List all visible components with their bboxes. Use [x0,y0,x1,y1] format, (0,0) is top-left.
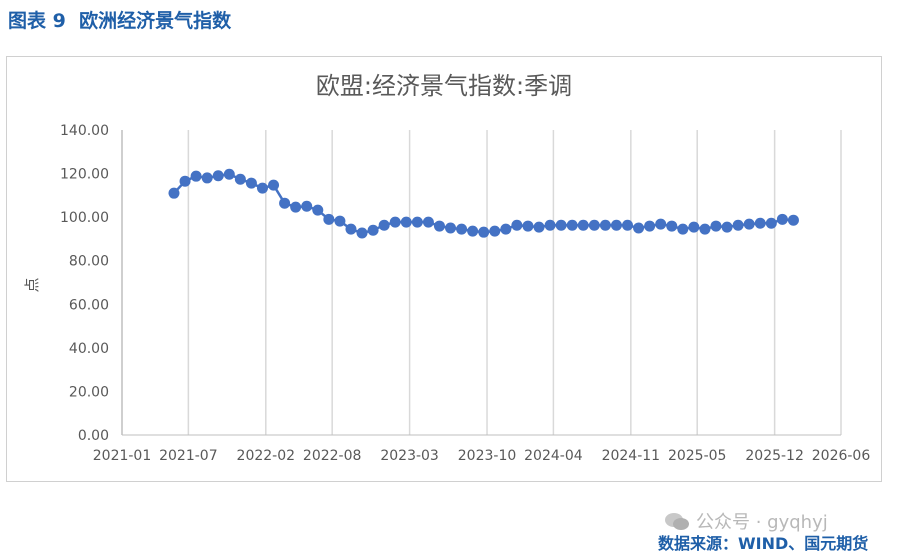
data-point [378,219,390,231]
figure-title: 图表 9 欧洲经济景气指数 [8,10,232,32]
data-point [544,219,556,231]
data-point [290,201,302,213]
data-point [776,213,788,225]
data-point [433,220,445,232]
data-point [301,200,313,212]
x-tick-label: 2025-05 [668,448,727,464]
data-point [622,219,634,231]
data-point [334,215,346,227]
data-source: 数据来源：WIND、国元期货 [658,534,869,553]
y-tick-label: 0.00 [78,428,109,444]
y-tick-label: 60.00 [69,297,109,313]
data-point [345,223,357,235]
y-tick-label: 140.00 [60,123,109,139]
data-point [245,177,257,189]
data-point [500,223,512,235]
data-point [256,182,268,194]
data-point [168,187,180,199]
y-tick-label: 100.00 [60,210,109,226]
data-point [223,168,235,180]
data-point [400,216,412,228]
data-point [577,219,589,231]
data-point [234,173,246,185]
data-point [445,222,457,234]
data-point [533,221,545,233]
data-point [422,216,434,228]
data-point [511,219,523,231]
y-tick-label: 120.00 [60,167,109,183]
x-tick-label: 2024-11 [602,448,661,464]
data-point [721,221,733,233]
chart-frame: 欧盟:经济景气指数:季调 0.00 20.00 40.00 60.00 80.00 100.… [6,56,882,482]
data-point [522,220,534,232]
x-tick-label: 2025-12 [745,448,804,464]
data-point [688,221,700,233]
data-point [555,219,567,231]
series-line [173,172,794,235]
x-tick-label: 2024-04 [524,448,583,464]
data-point [754,217,766,229]
data-point [367,224,379,236]
data-point [489,225,501,237]
data-point [411,216,423,228]
data-point [268,179,280,191]
y-tick-label: 40.00 [69,341,109,357]
data-point [312,204,324,216]
data-point [212,170,224,182]
x-tick-label: 2023-03 [380,448,439,464]
x-tick-label: 2022-08 [303,448,362,464]
data-point [467,225,479,237]
data-point [644,220,656,232]
watermark-text: 公众号 · gyqhyj [696,512,828,533]
data-point [179,175,191,187]
data-point [743,218,755,230]
data-point [190,170,202,182]
y-tick-label: 20.00 [69,384,109,400]
data-point [389,216,401,228]
data-point [566,219,578,231]
data-point [655,218,667,230]
data-point [633,222,645,234]
y-tick-label: 80.00 [69,254,109,270]
data-point [279,197,291,209]
data-point [677,223,689,235]
data-point [765,217,777,229]
data-point [699,223,711,235]
data-point [666,220,678,232]
data-point [610,219,622,231]
data-point [456,223,468,235]
x-tick-label: 2022-02 [237,448,296,464]
data-point [478,226,490,238]
data-point [787,214,799,226]
wechat-icon [665,513,689,530]
x-tick-label: 2023-10 [458,448,517,464]
data-point [732,219,744,231]
chart-title: 欧盟:经济景气指数:季调 [316,72,572,100]
data-point [201,172,213,184]
line-chart: 欧盟:经济景气指数:季调 0.00 20.00 40.00 60.00 80.00 100.… [23,72,871,464]
data-point [710,220,722,232]
x-tick-label: 2026-06 [812,448,871,464]
data-point [599,219,611,231]
y-axis-label: 点 [23,277,41,292]
watermark: 公众号 · gyqhyj [664,508,828,534]
x-tick-label: 2021-07 [159,448,218,464]
x-tick-label: 2021-01 [93,448,152,464]
data-point [323,213,335,225]
data-point [588,219,600,231]
data-point [356,227,368,239]
